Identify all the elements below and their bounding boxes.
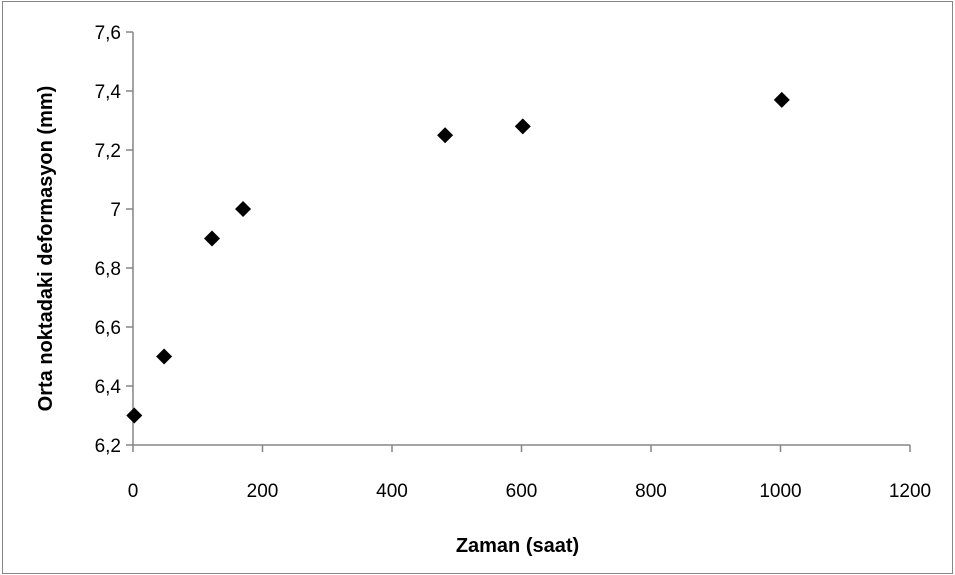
x-axis-title: Zaman (saat) — [456, 535, 579, 557]
x-tick-label: 400 — [376, 481, 408, 502]
data-point — [773, 91, 790, 108]
x-axis-ticks: 0 200 400 600 800 1000 1200 — [128, 445, 931, 502]
y-axis-ticks: 6,2 6,4 6,6 6,8 7 7,2 7,4 7,6 — [95, 23, 133, 457]
x-tick-label: 0 — [128, 481, 139, 502]
y-tick-label: 6,8 — [95, 259, 121, 280]
y-tick-label: 6,6 — [95, 318, 121, 339]
x-tick-label: 1200 — [889, 481, 931, 502]
data-points — [126, 91, 790, 424]
data-point — [235, 201, 252, 217]
y-tick-label: 6,4 — [95, 377, 122, 398]
data-point — [437, 127, 454, 144]
y-tick-label: 6,2 — [95, 436, 121, 457]
x-tick-label: 800 — [635, 481, 667, 502]
axes — [132, 32, 910, 446]
y-tick-label: 7,2 — [95, 141, 121, 162]
x-tick-label: 600 — [506, 481, 538, 502]
y-axis-title: Orta noktadaki deformasyon (mm) — [35, 86, 57, 412]
y-tick-label: 7,6 — [95, 23, 121, 44]
x-tick-label: 1000 — [759, 481, 801, 502]
y-tick-label: 7,4 — [95, 82, 122, 103]
data-point — [126, 407, 143, 424]
data-point — [514, 118, 531, 135]
x-tick-label: 200 — [247, 481, 279, 502]
data-point — [203, 230, 220, 247]
data-point — [156, 348, 173, 365]
y-tick-label: 7 — [110, 200, 121, 221]
